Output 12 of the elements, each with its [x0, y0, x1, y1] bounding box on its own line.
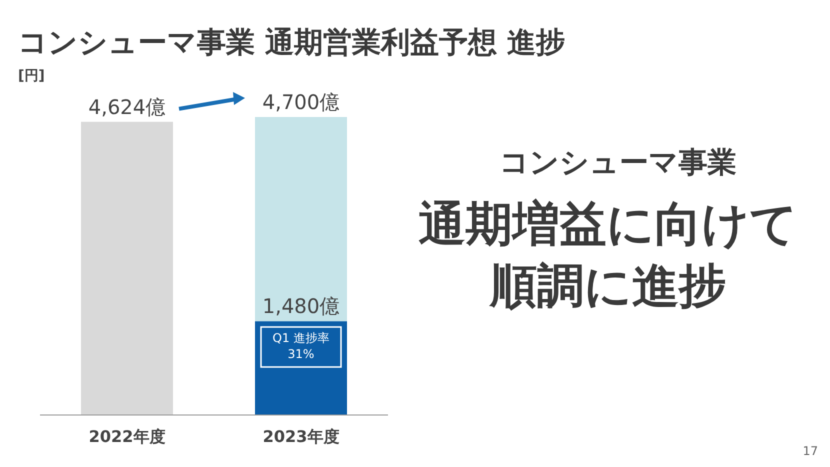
text: 順調に進捗	[488, 259, 726, 314]
text: 通期増益に向けて	[418, 197, 798, 252]
annotation: Q1 進捗率 31%	[272, 330, 330, 362]
text: 17	[802, 444, 818, 458]
y-axis-title: [円]	[18, 68, 45, 84]
x-tick-label: 2022年度	[88, 427, 166, 446]
data-label: 1,480億	[262, 294, 340, 318]
data-label: 4,624億	[88, 94, 166, 119]
chart-title: コンシューマ事業 通期営業利益予想 進捗	[18, 25, 566, 59]
text: コンシューマ事業	[500, 145, 736, 179]
total-label: 4,700億	[262, 90, 340, 114]
x-tick-label: 2023年度	[262, 427, 340, 446]
